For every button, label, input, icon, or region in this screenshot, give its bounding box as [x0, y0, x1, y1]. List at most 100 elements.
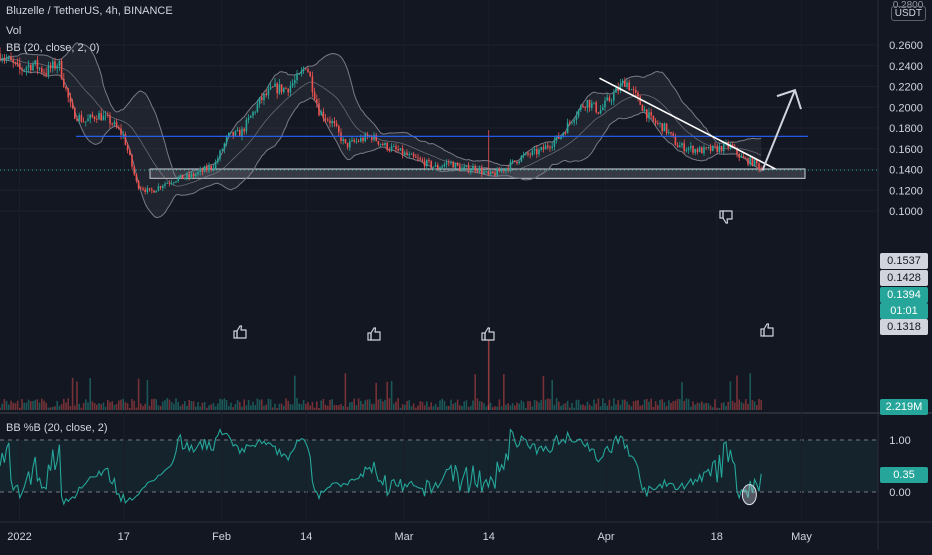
candle-body: [274, 83, 276, 87]
volume-bar: [637, 400, 639, 410]
volume-bar: [753, 401, 756, 410]
volume-bar: [641, 404, 644, 410]
candle-body: [384, 142, 386, 146]
candle-body: [496, 168, 498, 176]
candle-body: [718, 146, 721, 152]
thumbs-up-icon: [233, 325, 247, 339]
volume-bar: [421, 401, 424, 410]
candle-body: [41, 67, 43, 73]
volume-bar: [49, 407, 52, 410]
volume-bar: [173, 403, 175, 410]
bb-percent-b-legend[interactable]: BB %B (20, close, 2): [6, 422, 108, 434]
volume-bar: [109, 402, 111, 410]
candle-body: [586, 100, 589, 108]
candle-body: [327, 119, 329, 121]
candle-body: [437, 164, 439, 169]
volume-bar: [87, 402, 89, 410]
volume-bar: [670, 402, 672, 410]
volume-bar: [21, 398, 23, 410]
volume-bar: [195, 406, 197, 410]
candle-body: [344, 139, 347, 143]
candle-body: [584, 107, 586, 108]
candle-body: [186, 174, 188, 179]
candle-body: [21, 68, 23, 71]
candle-body: [201, 169, 204, 172]
volume-bar: [672, 401, 674, 410]
time-tick-label: 14: [300, 531, 312, 543]
candle-body: [760, 169, 762, 171]
volume-bar: [492, 407, 494, 410]
candle-body: [115, 122, 118, 128]
volume-bar: [210, 404, 212, 410]
candle-body: [432, 166, 435, 168]
candle-body: [696, 149, 699, 152]
bb-fill: [0, 42, 762, 218]
candle-body: [652, 115, 655, 121]
candle-body: [225, 136, 228, 144]
volume-bar: [432, 406, 435, 410]
candle-body: [10, 56, 12, 61]
candle-body: [166, 182, 168, 184]
volume-bar: [494, 406, 496, 410]
candle-body: [681, 143, 683, 146]
candle-body: [153, 190, 155, 193]
volume-bar: [617, 400, 619, 410]
volume-bar: [133, 400, 135, 410]
candle-body: [692, 146, 694, 153]
candle-body: [670, 132, 672, 134]
volume-bar: [340, 403, 342, 410]
volume-bar: [599, 406, 602, 410]
volume-bar: [397, 398, 399, 410]
candle-body: [461, 168, 463, 171]
volume-tag: 2.219M: [880, 399, 928, 415]
candle-body: [280, 84, 283, 92]
volume-bar: [450, 399, 452, 410]
candle-body: [745, 158, 747, 159]
volume-bar: [529, 401, 531, 410]
candle-body: [408, 153, 410, 156]
volume-bar: [245, 405, 248, 410]
candle-body: [399, 148, 402, 151]
candle-body: [87, 118, 89, 122]
volume-bar: [500, 406, 503, 410]
symbol-title[interactable]: Bluzelle / TetherUS, 4h, BINANCE: [6, 5, 173, 17]
candle-body: [58, 60, 61, 66]
volume-bar: [434, 403, 437, 410]
volume-bar: [454, 402, 457, 410]
volume-legend[interactable]: Vol: [6, 25, 22, 37]
volume-bar: [8, 404, 10, 410]
candle-body: [522, 154, 525, 156]
candle-body: [434, 164, 437, 167]
bb-legend[interactable]: BB (20, close, 2, 0): [6, 42, 100, 54]
volume-bar: [254, 405, 256, 410]
candle-body: [672, 133, 674, 137]
volume-bar: [170, 401, 173, 410]
time-tick-label: Mar: [395, 531, 414, 543]
volume-bar: [470, 405, 472, 410]
candle-body: [38, 67, 41, 69]
volume-bar: [679, 399, 681, 410]
candle-body: [250, 115, 252, 118]
currency-button[interactable]: USDT: [890, 6, 926, 21]
volume-bar: [456, 399, 459, 410]
thumbs-down-icon: [719, 210, 733, 224]
volume-bar: [597, 398, 600, 410]
volume-bar: [3, 398, 6, 410]
candle-body: [426, 159, 428, 167]
volume-bar: [115, 403, 118, 410]
volume-bar: [478, 401, 481, 410]
candle-body: [170, 182, 173, 184]
volume-bar: [496, 406, 498, 410]
volume-bar: [560, 405, 562, 410]
candle-body: [349, 141, 351, 148]
candle-body: [628, 82, 630, 91]
volume-bar: [96, 404, 98, 410]
candle-body: [137, 180, 140, 189]
volume-bar: [406, 400, 408, 410]
volume-bar: [71, 377, 74, 410]
volume-bar: [85, 399, 87, 410]
volume-bar: [291, 404, 294, 410]
price-tick-label: 0.2000: [889, 102, 923, 114]
